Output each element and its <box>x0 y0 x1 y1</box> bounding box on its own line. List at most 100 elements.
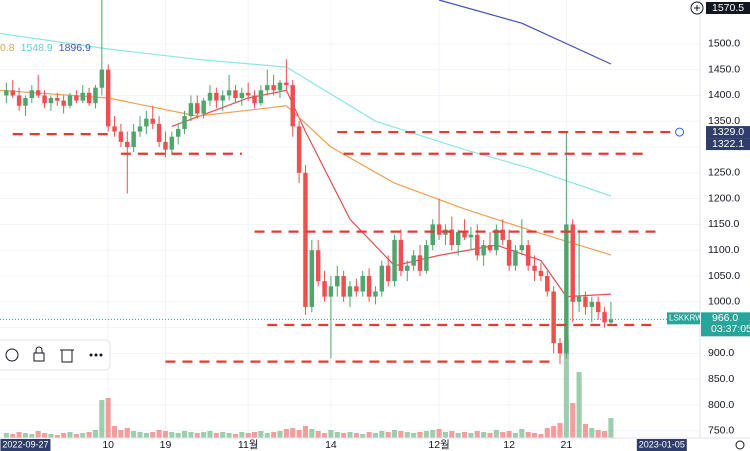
volume-bar <box>207 431 213 438</box>
candle-body <box>557 343 563 354</box>
volume-bar <box>563 340 569 438</box>
candle-body <box>220 95 225 101</box>
volume-bar <box>608 418 614 438</box>
candle-body <box>182 116 187 129</box>
candle-body <box>239 92 245 99</box>
volume-bar <box>385 432 391 438</box>
volume-bar <box>73 434 79 438</box>
crosshair-date: 2022-09-27 <box>2 439 48 449</box>
candle-body <box>341 276 346 297</box>
moving-average <box>438 0 612 65</box>
moving-average <box>0 89 612 256</box>
volume-bar <box>124 428 130 438</box>
y-tick-label: 1400.0 <box>708 89 740 101</box>
volume-bar <box>99 400 105 438</box>
candle-body <box>468 234 474 238</box>
last-price-label: 966.0 <box>712 312 738 324</box>
volume-bar <box>315 431 321 438</box>
candle-body <box>475 234 480 256</box>
candle-body <box>93 87 98 104</box>
candle-body <box>576 296 582 302</box>
drawing-toolbar <box>0 339 111 371</box>
candle-body <box>23 98 28 106</box>
volume-bar <box>487 433 493 438</box>
volume-bar <box>80 433 86 438</box>
candle-body <box>519 245 525 251</box>
candle-body <box>48 98 54 104</box>
settings-icon[interactable] <box>735 440 745 450</box>
y-tick-label: 1250.0 <box>708 167 740 179</box>
symbol-label: LSKKRW <box>669 313 703 322</box>
volume-bar <box>360 434 366 438</box>
last-price-bg <box>701 312 750 337</box>
volume-bar <box>105 398 111 438</box>
candle-body <box>570 224 575 302</box>
gear-icon[interactable] <box>735 440 745 450</box>
lock-icon[interactable] <box>33 352 45 362</box>
crosshair-date: 2023-01-05 <box>639 439 685 449</box>
candle-body <box>55 98 60 101</box>
volume-bar <box>372 433 378 438</box>
x-tick-label: 14 <box>325 439 337 451</box>
candle-body <box>35 90 41 96</box>
candle-body <box>525 245 531 266</box>
candle-body <box>252 95 257 104</box>
volume-bar <box>462 432 468 438</box>
x-tick-label: 12월 <box>428 439 449 451</box>
candle-body <box>583 296 588 307</box>
candle-body <box>296 126 302 173</box>
candle-body <box>335 276 340 287</box>
candle-body <box>373 291 378 297</box>
x-tick-label: 21 <box>561 439 573 451</box>
volume-bar <box>169 432 175 438</box>
volume-bar <box>143 433 149 438</box>
candle-body <box>506 239 512 266</box>
candle-body <box>131 131 136 148</box>
candle-body <box>201 100 206 114</box>
volume-bar <box>341 433 347 438</box>
clock-icon[interactable] <box>5 348 19 362</box>
candle-body <box>16 95 22 106</box>
volume-bar <box>54 435 60 438</box>
candle-body <box>449 229 455 246</box>
volume-bar <box>162 431 168 438</box>
legend-value: 1548.9 <box>21 42 53 54</box>
volume-bar <box>258 431 264 438</box>
candle-body <box>195 103 200 114</box>
more-dot[interactable] <box>89 353 93 357</box>
candle-body <box>169 136 175 150</box>
volume-bar <box>277 431 283 438</box>
volume-bar <box>3 433 9 438</box>
candle-body <box>354 286 359 292</box>
volume-bar <box>309 429 315 438</box>
volume-bar <box>48 434 54 438</box>
candle-body <box>29 90 35 99</box>
y-tick-label: 850.0 <box>708 373 734 385</box>
price-label-bg <box>706 138 750 151</box>
volume-bar <box>131 431 137 438</box>
volume-bar <box>296 430 302 438</box>
volume-bar <box>493 430 499 438</box>
volume-bar <box>519 429 525 438</box>
volume-bar <box>576 372 582 438</box>
volume-bar <box>417 432 423 438</box>
y-tick-label: 1450.0 <box>708 63 740 75</box>
legend-value: 0.8 <box>0 42 15 54</box>
volume-bar <box>557 423 563 438</box>
time-axis: 10 19 11월 14 12월 12 21 <box>0 437 750 451</box>
price-label: 1329.0 <box>712 126 744 138</box>
candle-body <box>290 85 295 127</box>
volume-bar <box>582 424 588 438</box>
y-tick-label: 900.0 <box>708 347 734 359</box>
candle-body <box>417 255 423 271</box>
candle-body <box>112 126 117 132</box>
y-tick-label: 1500.0 <box>708 38 740 50</box>
candle-body <box>602 312 607 323</box>
add-icon[interactable] <box>690 1 704 15</box>
volume-bar <box>595 430 601 438</box>
volume-bar <box>481 432 487 438</box>
crosshair-date-bg <box>636 439 687 451</box>
candle-body <box>137 126 143 132</box>
